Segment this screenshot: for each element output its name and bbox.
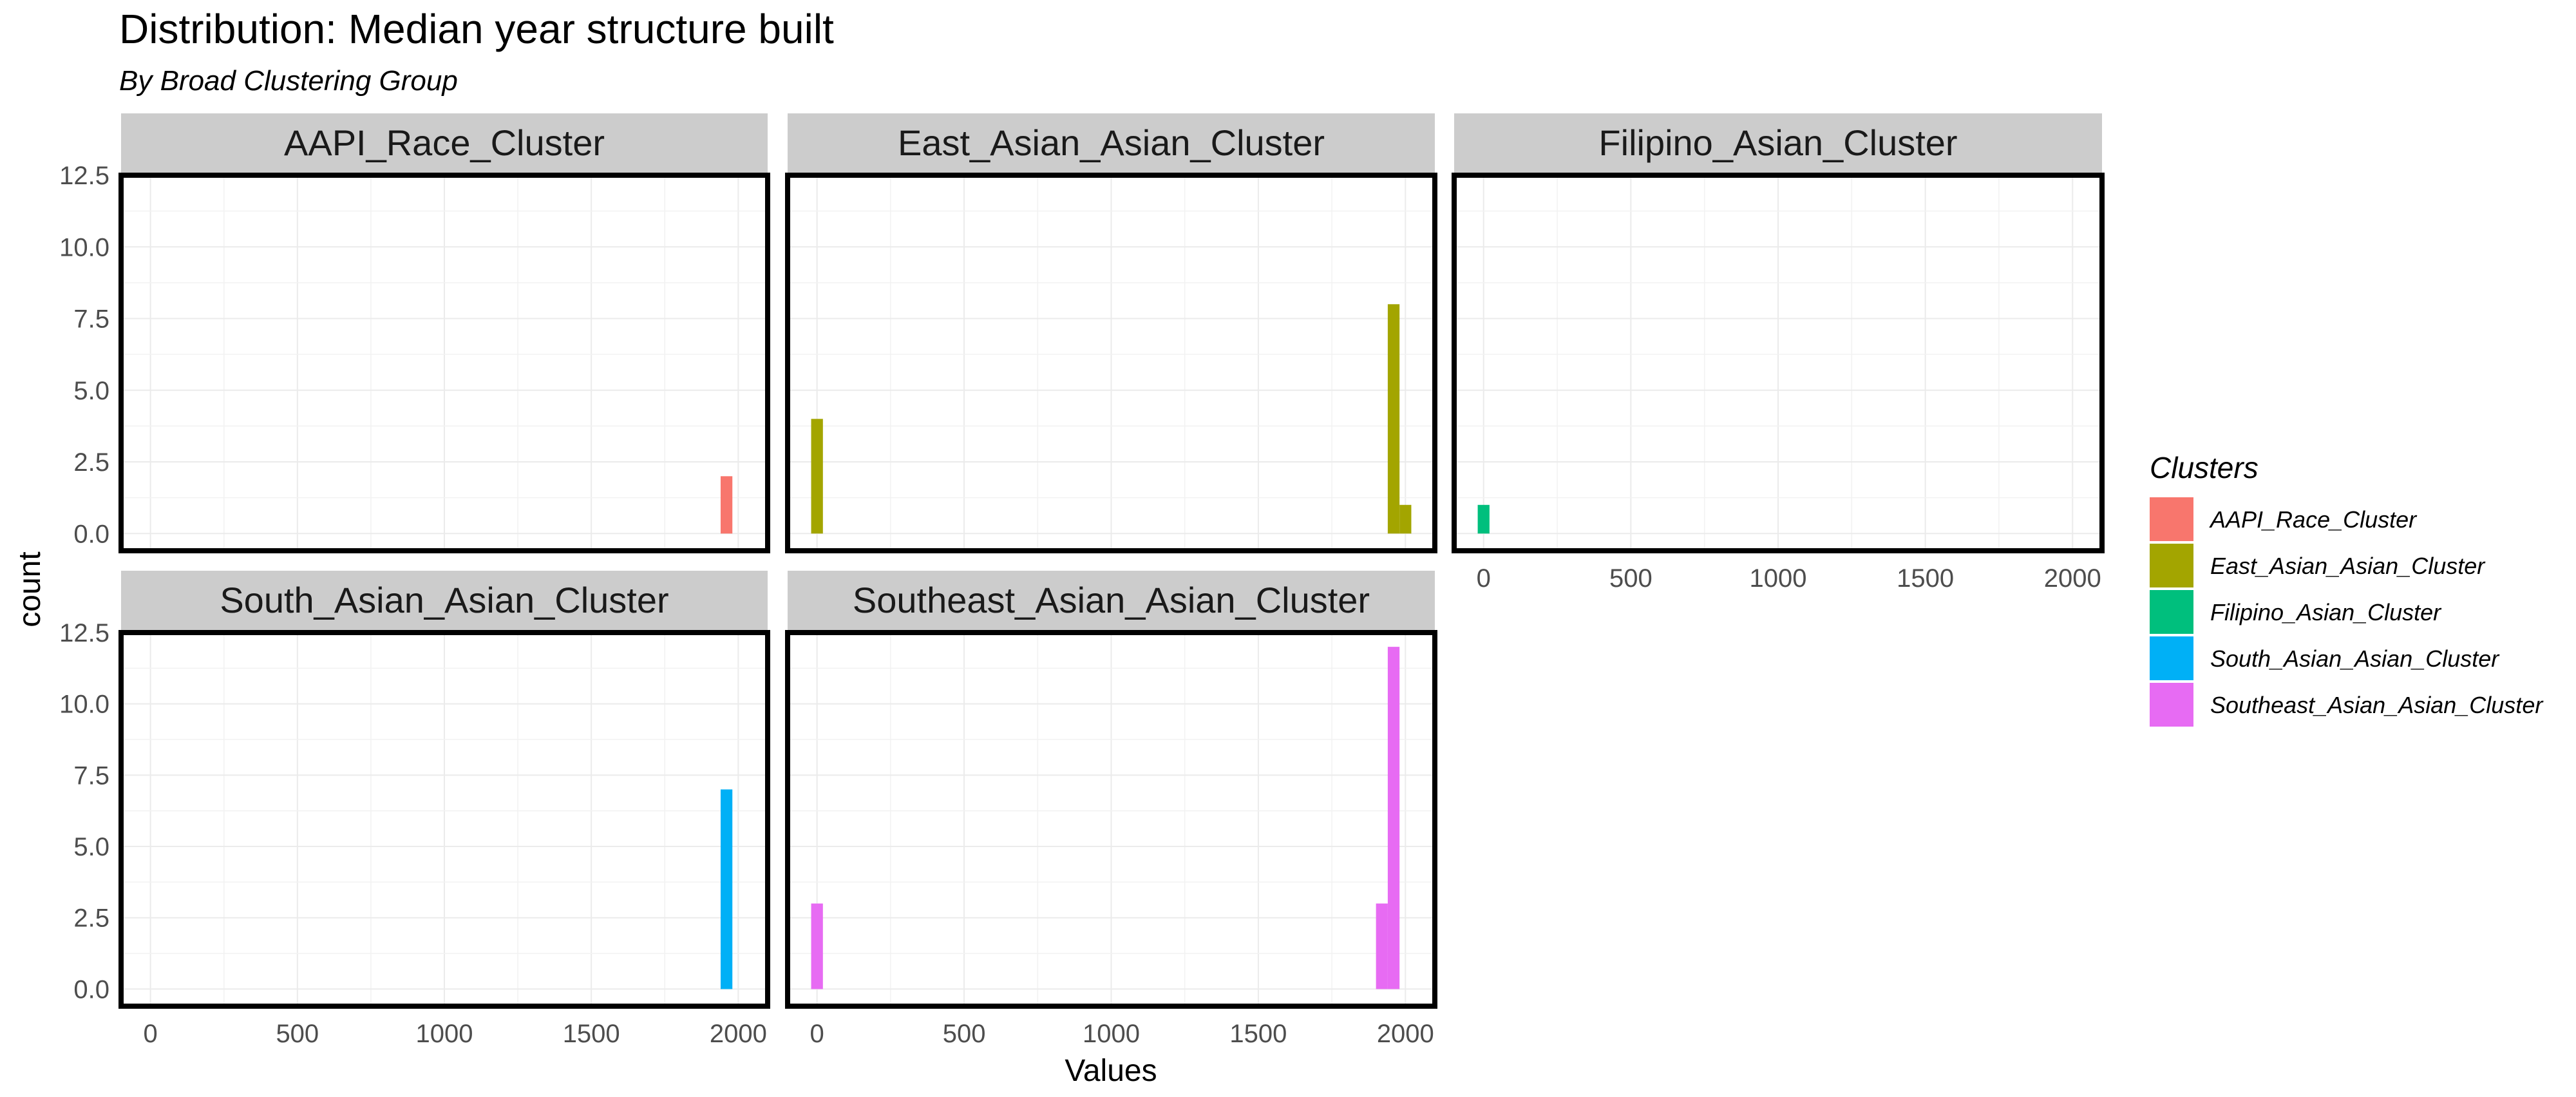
histogram-bar xyxy=(1399,504,1412,534)
x-tick-label: 1500 xyxy=(563,1020,620,1048)
y-tick-label: 0.0 xyxy=(73,520,109,548)
legend: AAPI_Race_Cluster East_Asian_Asian_Cluste… xyxy=(2150,497,2544,727)
y-tick-label: 10.0 xyxy=(59,691,109,719)
legend-label: Filipino_Asian_Cluster xyxy=(2210,599,2442,625)
chart-subtitle: By Broad Clustering Group xyxy=(119,65,458,97)
histogram-bar xyxy=(1387,647,1400,989)
y-tick-label: 10.0 xyxy=(59,233,109,262)
facet-strip-label: Filipino_Asian_Cluster xyxy=(1598,122,1957,163)
facets-layer: AAPI_Race_Cluster 0.0 2.5 5.0 7.5 10.0 12.5 Eas… xyxy=(59,113,2105,1048)
y-tick-label: 7.5 xyxy=(73,305,109,334)
facet-strip xyxy=(121,571,768,630)
legend-item: East_Asian_Asian_Cluster xyxy=(2150,544,2486,587)
legend-item: Southeast_Asian_Asian_Cluster xyxy=(2150,683,2544,727)
x-tick-label: 1500 xyxy=(1229,1020,1287,1048)
x-tick-label: 500 xyxy=(943,1020,986,1048)
legend-label: Southeast_Asian_Asian_Cluster xyxy=(2210,692,2544,718)
facet-strip xyxy=(788,113,1435,173)
panel-border xyxy=(118,173,770,553)
facet-panel: Southeast_Asian_Asian_Cluster 0 500 1000 150… xyxy=(785,571,1437,1048)
panel-border xyxy=(118,630,770,1009)
legend-swatch xyxy=(2150,497,2193,541)
panel-grid xyxy=(121,175,768,551)
legend-item: AAPI_Race_Cluster xyxy=(2150,497,2418,541)
x-tick-label: 0 xyxy=(1477,564,1491,593)
y-tick-label: 5.0 xyxy=(73,833,109,861)
panel-border xyxy=(785,173,1437,553)
x-tick-label: 500 xyxy=(1609,564,1653,593)
legend-swatch xyxy=(2150,683,2193,727)
facet-panel: Filipino_Asian_Cluster 0 500 1000 1500 2000 xyxy=(1452,113,2105,593)
histogram-bar xyxy=(1387,304,1400,534)
histogram-bar xyxy=(1477,504,1490,534)
x-tick-label: 2000 xyxy=(1377,1020,1434,1048)
histogram-bar xyxy=(811,419,823,534)
legend-label: South_Asian_Asian_Cluster xyxy=(2210,645,2500,672)
facet-strip xyxy=(1454,113,2102,173)
facet-strip xyxy=(788,571,1435,630)
panel-grid xyxy=(788,632,1435,1006)
x-tick-label: 1000 xyxy=(1083,1020,1140,1048)
histogram-bar xyxy=(720,789,733,989)
y-axis-label: count xyxy=(13,551,47,627)
y-tick-label: 2.5 xyxy=(73,904,109,933)
x-tick-label: 2000 xyxy=(710,1020,767,1048)
legend-item: South_Asian_Asian_Cluster xyxy=(2150,636,2500,680)
chart-title: Distribution: Median year structure buil… xyxy=(119,6,834,52)
y-tick-label: 7.5 xyxy=(73,761,109,790)
y-tick-label: 12.5 xyxy=(59,162,109,190)
histogram-bar xyxy=(1376,903,1388,989)
facet-strip-label: Southeast_Asian_Asian_Cluster xyxy=(853,580,1370,620)
legend-label: East_Asian_Asian_Cluster xyxy=(2210,553,2486,579)
y-tick-label: 5.0 xyxy=(73,377,109,405)
x-tick-label: 0 xyxy=(810,1020,824,1048)
facet-strip-label: South_Asian_Asian_Cluster xyxy=(220,580,668,620)
panel-grid xyxy=(1454,175,2102,551)
y-tick-label: 2.5 xyxy=(73,448,109,477)
x-tick-label: 500 xyxy=(276,1020,319,1048)
facet-panel: AAPI_Race_Cluster 0.0 2.5 5.0 7.5 10.0 12.5 xyxy=(59,113,770,553)
legend-swatch xyxy=(2150,590,2193,634)
facet-strip xyxy=(121,113,768,173)
legend-swatch xyxy=(2150,544,2193,587)
x-tick-label: 1500 xyxy=(1897,564,1954,593)
panel-grid xyxy=(121,632,768,1006)
histogram-bar xyxy=(811,903,823,989)
y-tick-label: 0.0 xyxy=(73,975,109,1004)
panel-border xyxy=(1452,173,2105,553)
x-tick-label: 0 xyxy=(144,1020,158,1048)
legend-label: AAPI_Race_Cluster xyxy=(2209,506,2418,533)
panel-grid xyxy=(788,175,1435,551)
x-tick-label: 1000 xyxy=(1750,564,1807,593)
y-tick-label: 12.5 xyxy=(59,619,109,647)
legend-item: Filipino_Asian_Cluster xyxy=(2150,590,2442,634)
histogram-bar xyxy=(720,476,733,534)
x-tick-label: 2000 xyxy=(2044,564,2101,593)
legend-title: Clusters xyxy=(2150,451,2259,484)
legend-swatch xyxy=(2150,636,2193,680)
facet-strip-label: East_Asian_Asian_Cluster xyxy=(898,122,1325,163)
facet-panel: East_Asian_Asian_Cluster xyxy=(785,113,1437,553)
panel-border xyxy=(785,630,1437,1009)
x-tick-label: 1000 xyxy=(416,1020,473,1048)
x-axis-label: Values xyxy=(1065,1054,1157,1088)
facet-strip-label: AAPI_Race_Cluster xyxy=(284,122,605,163)
facet-panel: South_Asian_Asian_Cluster 0.0 2.5 5.0 7.5 10.… xyxy=(59,571,770,1048)
